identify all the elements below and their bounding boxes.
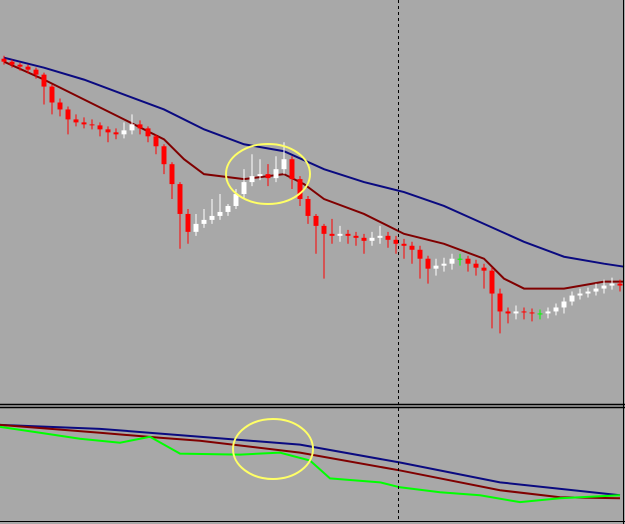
candle-body — [513, 311, 519, 314]
line — [3, 56, 625, 268]
candle-body — [41, 74, 47, 87]
candle-body — [177, 184, 183, 214]
candle-body — [529, 312, 535, 314]
candle-body — [121, 130, 127, 135]
candle-body — [81, 122, 87, 125]
candle-body — [401, 243, 407, 246]
line — [0, 423, 621, 500]
line — [3, 60, 624, 290]
candle-body — [377, 235, 383, 238]
candle-body — [257, 174, 263, 177]
candle-body — [569, 295, 575, 302]
candle-body — [129, 124, 135, 131]
candle-body — [209, 215, 215, 220]
candle-body — [217, 211, 223, 216]
candle-body — [465, 258, 471, 264]
candle-body — [193, 223, 199, 232]
candle-body — [25, 66, 31, 70]
candle-body — [65, 109, 71, 120]
candle-body — [153, 136, 159, 147]
candle-body — [457, 258, 463, 260]
price-panel — [1, 55, 625, 334]
candle-body — [489, 270, 495, 294]
candle-body — [521, 311, 527, 313]
candle-body — [313, 215, 319, 226]
candle-body — [609, 283, 615, 286]
candle-body — [585, 291, 591, 294]
candle-body — [105, 129, 111, 133]
candle-body — [337, 233, 343, 236]
candle-body — [441, 263, 447, 266]
candle-body — [57, 102, 63, 110]
candle-body — [161, 146, 167, 165]
candle-body — [417, 249, 423, 259]
candle-body — [449, 258, 455, 264]
candle-body — [433, 265, 439, 269]
candle-body — [385, 235, 391, 240]
highlight-ellipse — [232, 418, 314, 480]
candle-body — [545, 311, 551, 314]
candle-body — [497, 293, 503, 312]
candle-body — [9, 61, 15, 65]
candle-body — [369, 237, 375, 241]
candle-body — [185, 213, 191, 232]
candle-body — [33, 69, 39, 75]
candle-body — [17, 64, 23, 67]
candle-body — [273, 169, 279, 179]
candle-body — [169, 164, 175, 185]
candle-body — [89, 124, 95, 126]
highlight-ellipse — [225, 143, 311, 205]
candle-body — [553, 307, 559, 312]
candle-body — [145, 128, 151, 137]
candle-body — [305, 199, 311, 216]
candle-body — [321, 225, 327, 234]
candle-body — [353, 235, 359, 238]
line — [0, 423, 621, 497]
indicator-panel — [0, 423, 621, 504]
candle-body — [601, 285, 607, 289]
candle-body — [97, 125, 103, 130]
candle-body — [49, 86, 55, 103]
candle-body — [1, 58, 7, 62]
candle-body — [561, 301, 567, 308]
candle-body — [393, 239, 399, 244]
candle-body — [425, 258, 431, 269]
candle-body — [281, 159, 287, 170]
line — [0, 425, 621, 504]
candle-body — [505, 311, 511, 314]
candle-body — [137, 124, 143, 129]
candle-body — [577, 293, 583, 296]
candle-body — [113, 132, 119, 135]
candle-body — [537, 313, 543, 315]
candle-body — [473, 263, 479, 268]
candle-body — [593, 288, 599, 292]
candle-body — [289, 159, 295, 180]
candle-body — [329, 233, 335, 236]
candle-body — [617, 283, 623, 286]
candle-body — [345, 233, 351, 236]
candle-body — [361, 237, 367, 241]
candle-body — [73, 119, 79, 123]
candle-body — [249, 176, 255, 183]
candle-body — [201, 219, 207, 224]
candle-body — [265, 174, 271, 179]
candle-body — [297, 179, 303, 200]
candle-body — [241, 182, 247, 195]
candle-body — [409, 245, 415, 250]
candle-body — [225, 205, 231, 212]
candle-body — [233, 194, 239, 206]
candle-body — [481, 267, 487, 271]
